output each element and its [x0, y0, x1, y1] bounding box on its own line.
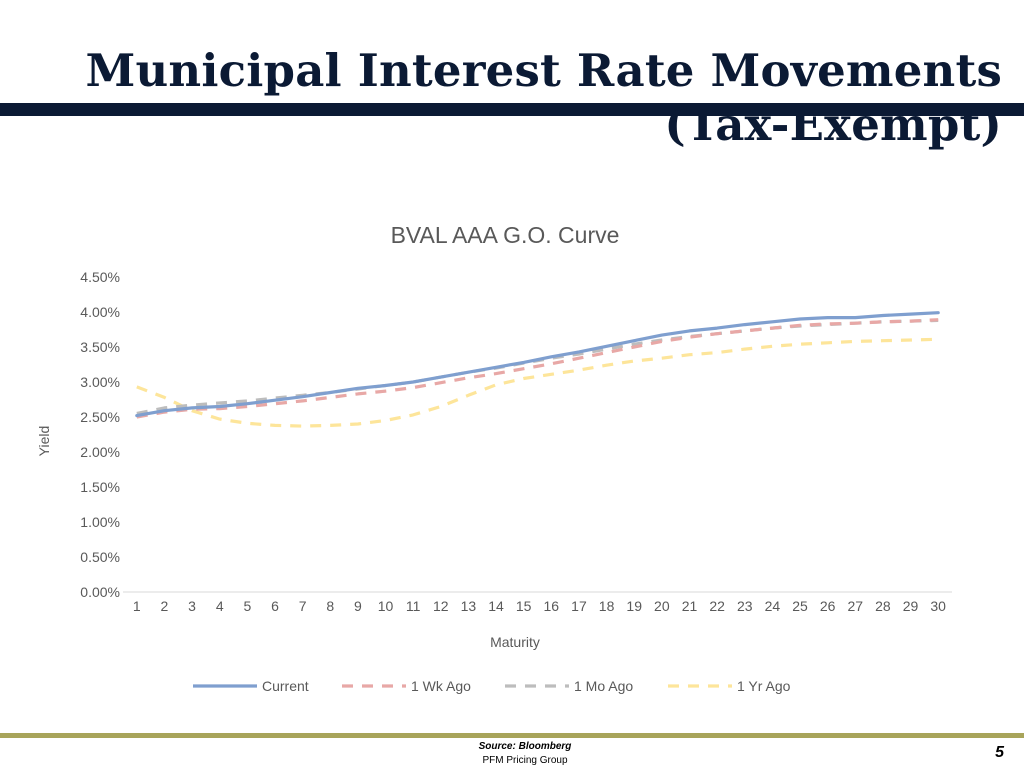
- x-tick-label: 20: [654, 598, 670, 614]
- x-tick-label: 18: [599, 598, 615, 614]
- chart-title: BVAL AAA G.O. Curve: [391, 222, 620, 248]
- x-tick-label: 12: [433, 598, 449, 614]
- y-tick-label: 3.50%: [80, 339, 120, 355]
- footer-rule: [0, 733, 1024, 738]
- x-tick-label: 29: [903, 598, 919, 614]
- x-tick-label: 30: [930, 598, 946, 614]
- source-note: Source: Bloomberg: [478, 741, 572, 752]
- x-tick-label: 1: [133, 598, 141, 614]
- legend: Current 1 Wk Ago 1 Mo Ago 1 Yr Ago: [193, 678, 791, 694]
- series-line-current: [135, 311, 940, 418]
- x-tick-label: 27: [847, 598, 863, 614]
- y-tick-label: 4.00%: [80, 304, 120, 320]
- y-tick-label: 2.50%: [80, 409, 120, 425]
- legend-label: Current: [262, 678, 309, 694]
- y-tick-label: 1.00%: [80, 514, 120, 530]
- y-tick-label: 3.00%: [80, 374, 120, 390]
- x-tick-label: 26: [820, 598, 836, 614]
- x-tick-label: 24: [765, 598, 781, 614]
- x-tick-label: 6: [271, 598, 279, 614]
- x-tick-label: 28: [875, 598, 891, 614]
- y-tick-label: 0.00%: [80, 584, 120, 600]
- x-tick-label: 22: [709, 598, 725, 614]
- slide-title: Municipal Interest Rate Movements (Tax-E…: [85, 44, 1002, 151]
- y-tick-label: 4.50%: [80, 269, 120, 285]
- legend-label: 1 Wk Ago: [411, 678, 471, 694]
- y-axis-ticks: 0.00% 0.50% 1.00% 1.50% 2.00% 2.50% 3.00% 3.50%…: [80, 269, 120, 600]
- x-tick-label: 4: [216, 598, 224, 614]
- series-line-1-wk-ago: [136, 318, 939, 419]
- x-tick-label: 23: [737, 598, 753, 614]
- x-tick-label: 16: [544, 598, 560, 614]
- x-tick-label: 14: [488, 598, 504, 614]
- x-tick-label: 11: [406, 598, 421, 614]
- y-axis-title: Yield: [36, 426, 52, 457]
- y-tick-label: 0.50%: [80, 549, 120, 565]
- x-tick-label: 8: [326, 598, 334, 614]
- y-tick-label: 1.50%: [80, 479, 120, 495]
- x-tick-label: 5: [243, 598, 251, 614]
- x-tick-label: 21: [682, 598, 698, 614]
- y-tick-label: 2.00%: [80, 444, 120, 460]
- yield-curve-chart: BVAL AAA G.O. Curve 0.00% 0.50% 1.00% 1.50%…: [36, 222, 952, 694]
- x-tick-label: 25: [792, 598, 808, 614]
- x-tick-label: 9: [354, 598, 362, 614]
- title-accent-bar: [0, 103, 1024, 116]
- x-tick-label: 17: [571, 598, 587, 614]
- x-tick-label: 15: [516, 598, 532, 614]
- x-tick-label: 3: [188, 598, 196, 614]
- x-tick-label: 10: [378, 598, 394, 614]
- group-name: PFM Pricing Group: [482, 755, 568, 766]
- page-number: 5: [995, 744, 1004, 761]
- x-tick-label: 7: [299, 598, 307, 614]
- x-axis-ticks: 1 2 3 4 5 6 7 8 9 10 11 12 13 14 15 16 17 18 19 20 21 22 23 24 2…: [133, 598, 946, 614]
- x-tick-label: 2: [161, 598, 169, 614]
- series-line-1-yr-ago: [136, 337, 939, 428]
- series-lines: [135, 311, 940, 428]
- legend-label: 1 Mo Ago: [574, 678, 633, 694]
- x-tick-label: 19: [626, 598, 642, 614]
- legend-label: 1 Yr Ago: [737, 678, 791, 694]
- x-tick-label: 13: [461, 598, 477, 614]
- x-axis-title: Maturity: [490, 634, 540, 650]
